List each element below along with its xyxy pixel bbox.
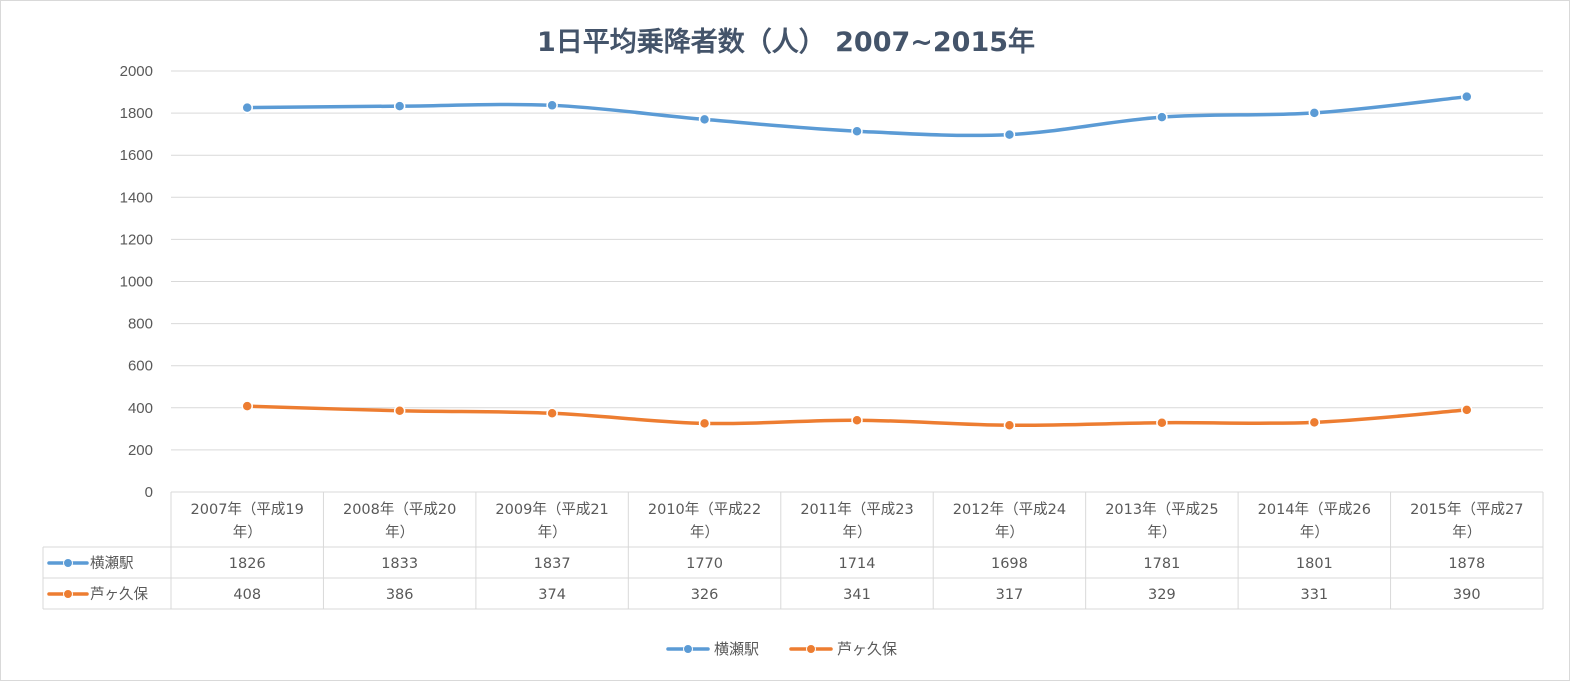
legend-entry: 芦ヶ久保 bbox=[837, 640, 897, 658]
data-point bbox=[851, 414, 863, 426]
table-series-name: 横瀬駅 bbox=[90, 555, 134, 572]
y-axis-tick-labels: 0 200 400 600 800 1000 1200 1400 1600 1800 2000 bbox=[120, 63, 153, 501]
table-cell-value: 331 bbox=[1300, 587, 1328, 603]
table-cell-value: 408 bbox=[233, 587, 261, 603]
data-point bbox=[1308, 416, 1321, 429]
table-cell-value: 1781 bbox=[1143, 556, 1180, 572]
legend-key-marker bbox=[683, 644, 693, 654]
category-label-line: 2007年（平成19 bbox=[191, 501, 304, 518]
y-tick-label: 1000 bbox=[120, 274, 153, 291]
data-table: 2007年（平成19 年）2008年（平成20 年）2009年（平成21 年）2010… bbox=[42, 491, 1544, 610]
data-point bbox=[241, 101, 253, 114]
data-point bbox=[546, 407, 558, 420]
table-cell-value: 1826 bbox=[229, 556, 266, 572]
category-label: 2007年（平成19 年） bbox=[191, 501, 304, 541]
category-label-line: 2011年（平成23 bbox=[800, 501, 913, 518]
category-label-line: 2009年（平成21 bbox=[495, 501, 608, 518]
category-label: 2010年（平成22 年） bbox=[648, 501, 761, 541]
data-point bbox=[698, 113, 711, 126]
category-label: 2011年（平成23 年） bbox=[800, 501, 913, 541]
category-label-line: 2015年（平成27 bbox=[1410, 501, 1523, 518]
data-point bbox=[1156, 111, 1168, 123]
category-label: 2009年（平成21 年） bbox=[495, 501, 608, 541]
y-tick-label: 1800 bbox=[120, 105, 153, 122]
category-label-line: 年） bbox=[385, 524, 414, 541]
category-label-line: 年） bbox=[233, 524, 262, 541]
y-tick-label: 0 bbox=[145, 484, 153, 501]
category-label: 2014年（平成26 年） bbox=[1258, 501, 1371, 541]
category-label-line: 2010年（平成22 bbox=[648, 501, 761, 518]
category-label-line: 年） bbox=[1147, 524, 1176, 541]
table-cell-value: 1714 bbox=[839, 556, 876, 572]
legend: 横瀬駅 芦ヶ久保 bbox=[666, 640, 897, 658]
data-point bbox=[1003, 419, 1016, 432]
data-point bbox=[698, 417, 711, 430]
table-cell-value: 1878 bbox=[1448, 556, 1485, 572]
y-tick-label: 1400 bbox=[120, 189, 153, 206]
category-label: 2012年（平成24 年） bbox=[953, 501, 1066, 541]
category-label-line: 2008年（平成20 bbox=[343, 501, 456, 518]
table-cell-value: 1770 bbox=[686, 556, 723, 572]
data-point bbox=[1003, 128, 1016, 141]
y-tick-label: 200 bbox=[128, 442, 153, 459]
table-cell-value: 329 bbox=[1148, 587, 1176, 603]
series-lines bbox=[241, 90, 1473, 432]
table-cell-value: 341 bbox=[843, 587, 871, 603]
category-label-line: 年） bbox=[843, 524, 872, 541]
y-tick-label: 1600 bbox=[120, 147, 153, 164]
data-point bbox=[851, 125, 863, 137]
legend-key-marker bbox=[806, 644, 816, 654]
table-cell-value: 1698 bbox=[991, 556, 1028, 572]
category-label: 2008年（平成20 年） bbox=[343, 501, 456, 541]
table-cell-value: 1833 bbox=[381, 556, 418, 572]
table-cell-value: 374 bbox=[538, 587, 566, 603]
table-cell-value: 390 bbox=[1453, 587, 1481, 603]
table-cell-value: 1801 bbox=[1296, 556, 1333, 572]
table-cell-value: 1837 bbox=[534, 556, 571, 572]
category-label: 2015年（平成27 年） bbox=[1410, 501, 1523, 541]
category-label: 2013年（平成25 年） bbox=[1105, 501, 1218, 541]
data-point bbox=[1308, 107, 1321, 119]
table-legend-key-marker bbox=[63, 589, 73, 599]
data-point bbox=[393, 100, 406, 112]
data-point bbox=[1156, 416, 1168, 429]
table-cell-value: 386 bbox=[386, 587, 414, 603]
table-legend-key-marker bbox=[63, 558, 73, 568]
category-label-line: 年） bbox=[538, 524, 567, 541]
chart-title: 1日平均乗降者数（人） 2007~2015年 bbox=[537, 26, 1035, 58]
category-label-line: 2013年（平成25 bbox=[1105, 501, 1218, 518]
data-point bbox=[1461, 404, 1473, 416]
category-label-line: 2012年（平成24 bbox=[953, 501, 1066, 518]
data-point bbox=[241, 400, 253, 412]
y-tick-label: 600 bbox=[128, 358, 153, 375]
category-label-line: 年） bbox=[1300, 524, 1329, 541]
data-point bbox=[546, 99, 558, 112]
y-tick-label: 800 bbox=[128, 316, 153, 333]
table-cell-value: 326 bbox=[691, 587, 719, 603]
category-label-line: 年） bbox=[995, 524, 1024, 541]
legend-entry: 横瀬駅 bbox=[714, 640, 759, 658]
y-tick-label: 2000 bbox=[120, 63, 153, 80]
category-label-line: 年） bbox=[1452, 524, 1481, 541]
table-series-name: 芦ヶ久保 bbox=[90, 586, 148, 603]
category-label-line: 2014年（平成26 bbox=[1258, 501, 1371, 518]
y-tick-label: 1200 bbox=[120, 231, 153, 248]
table-cell-value: 317 bbox=[996, 587, 1024, 603]
data-point bbox=[393, 404, 406, 417]
category-label-line: 年） bbox=[690, 524, 719, 541]
y-tick-label: 400 bbox=[128, 400, 153, 417]
data-point bbox=[1461, 90, 1473, 103]
